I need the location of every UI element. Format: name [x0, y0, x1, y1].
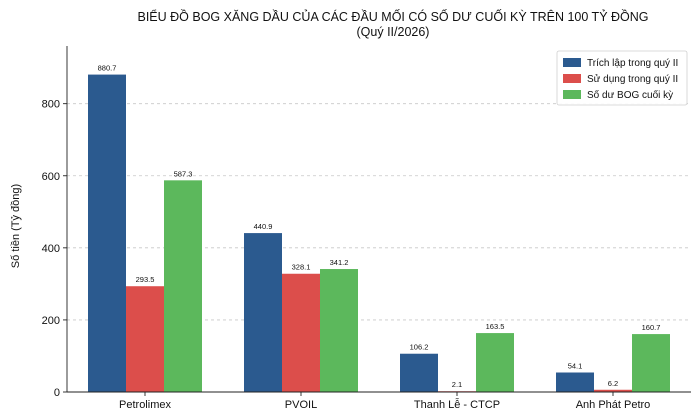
bar-value-label: 328.1 — [292, 263, 311, 272]
legend-swatch — [563, 58, 581, 67]
bar-1 — [244, 233, 282, 392]
chart-title-line1: BIỂU ĐỒ BOG XĂNG DẦU CỦA CÁC ĐẦU MỐI CÓ … — [138, 9, 649, 24]
bar-value-label: 880.7 — [98, 64, 117, 73]
x-tick-label: Thanh Lễ - CTCP — [414, 398, 500, 411]
y-axis-label: Số tiền (Tỷ đồng) — [10, 184, 22, 268]
bar-value-label: 106.2 — [410, 343, 429, 352]
bar-value-label: 54.1 — [568, 362, 583, 371]
bar-3 — [476, 333, 514, 392]
bar-1 — [88, 74, 126, 392]
bar-value-label: 341.2 — [330, 258, 349, 267]
bar-2 — [594, 389, 632, 392]
y-tick-label: 800 — [42, 99, 60, 111]
bar-value-label: 2.1 — [452, 380, 462, 389]
bar-1 — [556, 372, 594, 392]
bar-3 — [320, 269, 358, 392]
y-tick-label: 200 — [42, 315, 60, 327]
legend-entry: Sử dụng trong quý II — [587, 73, 678, 85]
legend-swatch — [563, 90, 581, 99]
legend-box — [556, 50, 688, 106]
bar-value-label: 293.5 — [136, 275, 155, 284]
bar-3 — [632, 334, 670, 392]
bar-2 — [282, 273, 320, 392]
y-tick-label: 400 — [42, 243, 60, 255]
x-tick-label: Anh Phát Petro — [576, 399, 651, 411]
bar-value-label: 440.9 — [254, 222, 273, 231]
legend-entry: Số dư BOG cuối kỳ — [587, 89, 673, 101]
y-tick-label: 0 — [54, 387, 60, 399]
legend-entry: Trích lập trong quý II — [587, 58, 678, 69]
x-tick-label: PVOIL — [285, 399, 317, 411]
bar-value-label: 6.2 — [608, 379, 618, 388]
bar-value-label: 587.3 — [174, 169, 193, 178]
bar-value-label: 163.5 — [486, 322, 505, 331]
bar-1 — [400, 353, 438, 392]
chart-title-line2: (Quý II/2026) — [357, 25, 430, 39]
y-tick-label: 600 — [42, 171, 60, 183]
legend: Trích lập trong quý II Sử dụng trong quý … — [556, 50, 688, 106]
legend-swatch — [563, 74, 581, 83]
bar-2 — [126, 286, 164, 392]
axes: 0 200 400 600 800 Petrolimex PVOIL Thanh Lễ - C… — [42, 46, 691, 411]
bar-3 — [164, 180, 202, 392]
bar-value-label: 160.7 — [642, 323, 661, 332]
bars: 880.7 293.5 587.3 440.9 328.1 341.2 106.2 2.1 16… — [88, 64, 670, 392]
x-tick-label: Petrolimex — [119, 399, 171, 411]
